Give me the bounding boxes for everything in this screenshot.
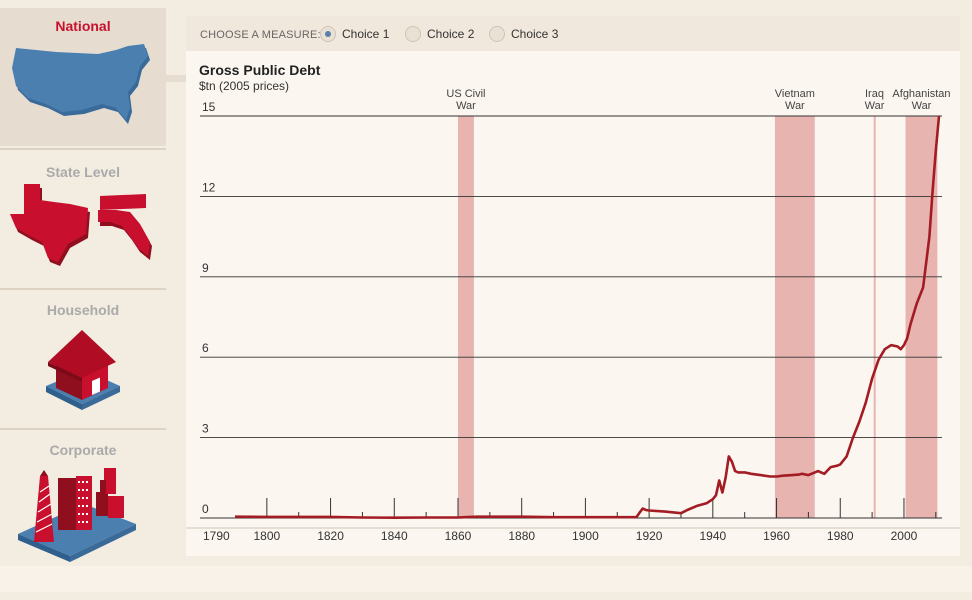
y-tick-label: 9 [202, 261, 209, 275]
nav-label-corporate: Corporate [49, 442, 117, 458]
y-tick-label: 0 [202, 502, 209, 516]
measure-choice-label: Choice 1 [342, 27, 390, 41]
measure-choice-label: Choice 3 [511, 27, 559, 41]
x-tick-label: 1980 [827, 529, 854, 543]
war-band [774, 116, 815, 518]
debt-series-line [234, 115, 941, 519]
war-label: Vietnam War [775, 88, 815, 112]
chart-subtitle: $tn (2005 prices) [199, 79, 290, 93]
radio-unselected-icon [405, 26, 421, 42]
x-tick-label: 1880 [508, 529, 535, 543]
x-tick-label: 1820 [317, 529, 344, 543]
footer-bar [0, 566, 972, 592]
x-tick-label: 1860 [445, 529, 472, 543]
measure-choice-label: Choice 2 [427, 27, 475, 41]
nav-item-household[interactable]: Household [0, 292, 166, 426]
chart-title: Gross Public Debt [199, 62, 321, 78]
y-tick-label: 6 [202, 341, 209, 355]
house-icon [46, 330, 120, 410]
nav-item-national[interactable]: National [0, 8, 166, 146]
nav-divider [0, 428, 166, 430]
x-tick-label: 1920 [636, 529, 663, 543]
y-tick-label: 3 [202, 422, 209, 436]
x-tick-label: 1790 [203, 529, 230, 543]
war-label: Afghanistan War [892, 88, 950, 112]
measure-selector: CHOOSE A MEASURE: Choice 1 Choice 2 Choi… [186, 16, 960, 51]
nav-pointer [166, 75, 186, 82]
war-band [457, 116, 474, 518]
category-nav: National State Level Household [0, 8, 166, 566]
radio-selected-icon [320, 26, 336, 42]
war-label: Iraq War [865, 88, 885, 112]
measure-choice-2[interactable]: Choice 2 [405, 24, 474, 44]
debt-chart: US Civil War Vietnam War Iraq War Afghanistan W… [186, 88, 960, 543]
war-band [873, 116, 876, 518]
nav-item-corporate[interactable]: Corporate [0, 432, 166, 566]
measure-label: CHOOSE A MEASURE: [200, 29, 321, 41]
x-tick-label: 2000 [891, 529, 918, 543]
nav-item-state-level[interactable]: State Level [0, 154, 166, 286]
chart-panel: CHOOSE A MEASURE: Choice 1 Choice 2 Choi… [186, 16, 960, 556]
measure-choice-3[interactable]: Choice 3 [489, 24, 558, 44]
y-tick-label: 15 [202, 100, 216, 114]
nav-label-national: National [55, 18, 111, 34]
nav-divider [0, 288, 166, 290]
buildings-icon [18, 468, 136, 562]
war-label: US Civil War [446, 88, 485, 112]
x-tick-label: 1960 [763, 529, 790, 543]
x-tick-label: 1940 [699, 529, 726, 543]
texas-florida-icon [10, 184, 152, 266]
nav-label-household: Household [46, 302, 120, 318]
x-tick-label: 1900 [572, 529, 599, 543]
nav-label-state-level: State Level [46, 164, 120, 180]
x-tick-label: 1800 [254, 529, 281, 543]
y-tick-label: 12 [202, 180, 216, 194]
us-map-icon [12, 44, 150, 124]
nav-divider [0, 148, 166, 150]
radio-unselected-icon [489, 26, 505, 42]
x-tick-label: 1840 [381, 529, 408, 543]
measure-choice-1[interactable]: Choice 1 [320, 24, 389, 44]
